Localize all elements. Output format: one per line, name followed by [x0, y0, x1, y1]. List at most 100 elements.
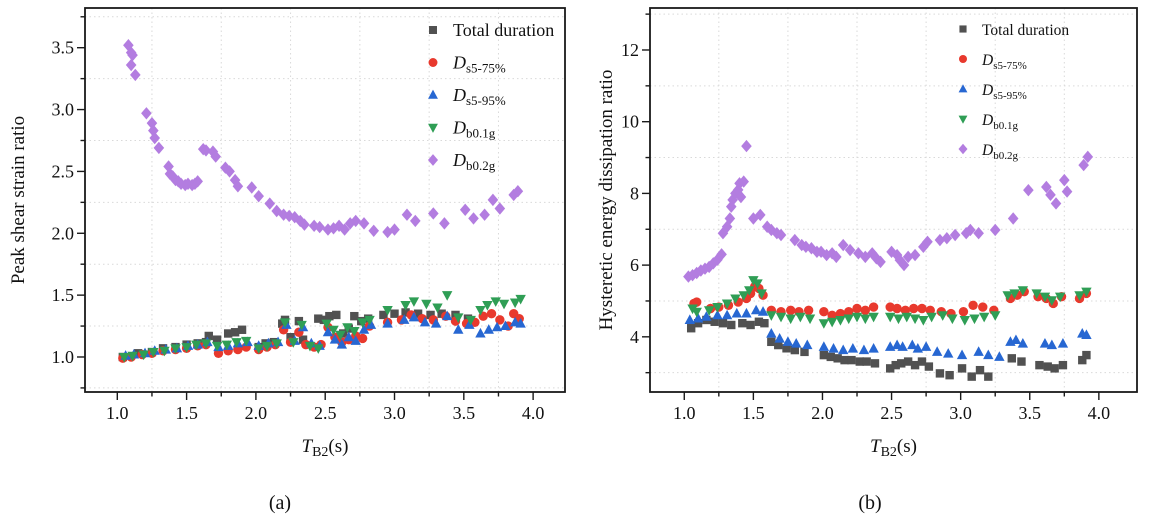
legend-label: Ds5-75%	[452, 53, 506, 76]
data-point	[335, 330, 346, 341]
data-point	[328, 325, 339, 336]
data-point	[937, 311, 948, 321]
data-point	[826, 317, 838, 328]
data-point	[730, 294, 741, 305]
data-point	[989, 223, 1001, 237]
data-point	[803, 305, 814, 315]
data-point	[261, 341, 273, 352]
data-point	[495, 315, 505, 325]
data-point	[752, 279, 763, 289]
data-point	[897, 359, 906, 368]
legend-label: Total duration	[453, 20, 554, 40]
data-point	[314, 314, 323, 323]
data-point	[754, 208, 766, 222]
data-point	[1050, 364, 1059, 373]
data-point	[910, 360, 920, 370]
data-point	[902, 250, 914, 264]
data-point	[918, 315, 929, 326]
data-point	[314, 220, 325, 234]
data-point	[746, 320, 755, 330]
data-point	[224, 165, 235, 178]
x-tick-label: 3.0	[949, 403, 972, 423]
data-point	[399, 314, 410, 324]
data-point	[358, 324, 370, 334]
data-point	[744, 286, 755, 296]
data-point	[271, 339, 282, 349]
data-point	[718, 318, 728, 328]
y-tick-label: 10	[621, 112, 639, 132]
y-tick-label: 8	[630, 183, 639, 203]
data-point	[1061, 185, 1073, 198]
data-point	[847, 355, 856, 365]
legend-label: Db0.2g	[981, 142, 1018, 162]
data-point	[901, 312, 912, 323]
data-point	[1007, 354, 1016, 363]
data-point	[731, 307, 742, 318]
data-point	[299, 218, 310, 231]
data-point	[860, 305, 871, 315]
data-point	[364, 315, 375, 326]
data-point	[990, 311, 1001, 321]
data-point	[350, 311, 359, 321]
data-point	[868, 343, 879, 353]
data-point	[231, 338, 242, 348]
data-point	[897, 341, 908, 351]
legend-marker-diamond	[958, 143, 968, 155]
legend-entry-ds5-75-: Ds5-75%	[428, 53, 506, 76]
legend: Total duration Ds5-75% Ds5-95% Db0.1g Db0.2g	[958, 22, 1069, 162]
data-point	[959, 315, 971, 326]
data-point	[756, 289, 767, 300]
data-point	[754, 317, 764, 326]
data-point	[1057, 338, 1069, 348]
y-axis-label: Hysteretic energy dissipation ratio	[596, 70, 617, 331]
y-axis-label: Peak shear strain ratio	[8, 116, 29, 284]
data-point	[885, 364, 895, 373]
y-tick-label: 2.5	[52, 161, 75, 181]
data-point	[924, 362, 934, 371]
data-point	[945, 370, 954, 380]
data-point	[475, 305, 486, 316]
x-axis-label: TB2(s)	[302, 436, 349, 460]
y-tick-label: 12	[621, 40, 639, 60]
data-point	[917, 357, 927, 366]
data-point	[900, 305, 911, 315]
data-point	[941, 232, 953, 245]
data-point	[738, 291, 749, 301]
data-point	[401, 308, 410, 317]
data-point	[965, 223, 976, 237]
data-point	[826, 352, 835, 362]
data-point	[818, 341, 830, 351]
data-point	[934, 233, 946, 247]
y-tick-label: 3.0	[52, 100, 75, 120]
data-point	[782, 336, 794, 346]
y-tick-label: 1.0	[52, 347, 75, 367]
data-point	[782, 344, 791, 353]
data-point	[724, 212, 736, 225]
data-point	[840, 355, 849, 365]
legend: Total duration Ds5-75% Ds5-95% Db0.1g Db0.2g	[427, 20, 554, 173]
data-point	[390, 309, 399, 318]
data-point	[439, 217, 450, 230]
series-points-ds5-95-	[684, 304, 1092, 361]
data-point	[1045, 188, 1056, 202]
data-point	[943, 348, 954, 358]
data-point	[1081, 329, 1092, 340]
data-point	[785, 305, 796, 315]
x-tick-label: 2.0	[811, 403, 834, 423]
data-point	[148, 348, 159, 358]
data-point	[843, 314, 854, 325]
data-point	[357, 333, 368, 344]
data-point	[221, 340, 232, 351]
data-point	[146, 116, 158, 130]
data-point	[253, 189, 264, 203]
data-point	[342, 323, 353, 333]
legend-label: Ds5-95%	[452, 85, 506, 108]
series-points-total-duration	[686, 315, 1091, 381]
data-point	[1041, 180, 1052, 194]
data-point	[349, 327, 360, 337]
legend-entry-db0-2g: Db0.2g	[958, 142, 1018, 162]
legend-entry-ds5-75-: Ds5-75%	[959, 52, 1027, 72]
data-point	[884, 312, 896, 323]
axis-ticks	[642, 13, 1100, 400]
data-point	[410, 214, 421, 228]
